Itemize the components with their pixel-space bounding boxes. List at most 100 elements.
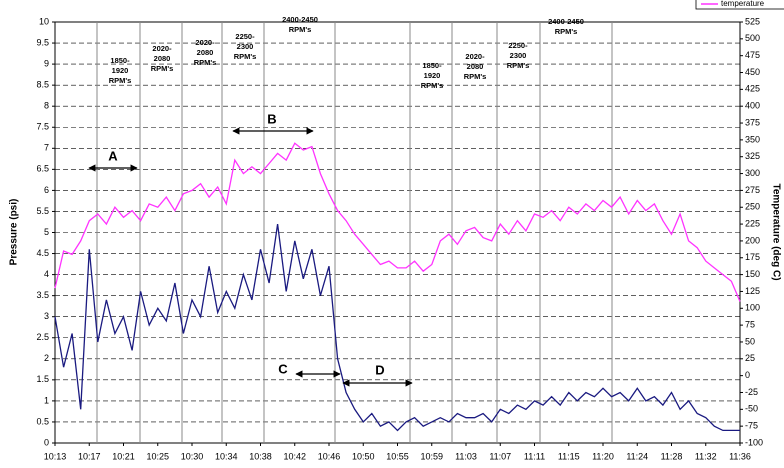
- y2-tick-label: 25: [745, 353, 755, 363]
- x-tick-label: 11:11: [524, 451, 545, 461]
- data-line: [54, 142, 741, 302]
- x-tick-label: 11:24: [626, 451, 648, 461]
- annotation: 1850-: [110, 56, 130, 65]
- x-tick-label: 10:38: [249, 451, 272, 461]
- y-tick-label: 3.5: [36, 290, 49, 300]
- annotation: RPM's: [109, 76, 132, 85]
- y-tick-label: 10: [39, 16, 49, 26]
- annotation: 1850-: [422, 61, 442, 70]
- x-tick-label: 11:32: [695, 451, 717, 461]
- x-tick-label: 10:13: [44, 451, 67, 461]
- y2-tick-label: 150: [745, 269, 760, 279]
- y-tick-label: 6.5: [36, 164, 49, 174]
- annotation: RPM's: [289, 25, 312, 34]
- annotation: 2300: [510, 51, 527, 60]
- y2-tick-label: 500: [745, 33, 760, 43]
- plot-area: [54, 21, 741, 444]
- annotation: RPM's: [555, 27, 578, 36]
- y2-tick-label: 375: [745, 117, 760, 127]
- annotation: 1920: [112, 66, 129, 75]
- y-tick-label: 7.5: [36, 122, 49, 132]
- x-tick-label: 11:15: [558, 451, 580, 461]
- y2-tick-label: 475: [745, 50, 760, 60]
- y-tick-label: 4: [44, 269, 49, 279]
- x-tick-label: 10:17: [78, 451, 101, 461]
- x-tick-label: 10:59: [420, 451, 443, 461]
- x-tick-label: 10:46: [318, 451, 341, 461]
- annotation: 2400-2450: [548, 17, 584, 26]
- y2-tick-label: 300: [745, 168, 760, 178]
- x-tick-label: 10:30: [181, 451, 204, 461]
- annotation: 2300: [237, 42, 254, 51]
- x-tick-label: 10:21: [112, 451, 135, 461]
- x-tick-label: 10:25: [146, 451, 169, 461]
- annotation: 2020-: [195, 38, 215, 47]
- annotation: RPM's: [194, 58, 217, 67]
- annotation: 2080: [154, 54, 171, 63]
- y-axis-label: Pressure (psi): [9, 199, 20, 266]
- x-tick-label: 10:42: [283, 451, 306, 461]
- y-tick-label: 3: [44, 311, 49, 321]
- y-tick-label: 8: [44, 101, 49, 111]
- y2-tick-label: 100: [745, 303, 760, 313]
- y-tick-label: 5.5: [36, 206, 49, 216]
- y-tick-label: 2: [44, 353, 49, 363]
- y-tick-label: 4.5: [36, 248, 49, 258]
- y-tick-label: 8.5: [36, 80, 49, 90]
- annotation: 2080: [197, 48, 214, 57]
- y-tick-label: 7: [44, 143, 49, 153]
- y2-tick-label: 125: [745, 286, 760, 296]
- marker-label: C: [278, 361, 288, 376]
- annotation: RPM's: [234, 52, 257, 61]
- annotation: 2020-: [152, 44, 172, 53]
- y-tick-label: 2.5: [36, 332, 49, 342]
- y2-tick-label: -100: [745, 437, 763, 447]
- y-tick-label: 1.5: [36, 374, 49, 384]
- legend-box: [695, 0, 784, 10]
- marker-label: A: [108, 148, 118, 163]
- y2-tick-label: 0: [745, 370, 750, 380]
- y2-tick-label: 400: [745, 101, 760, 111]
- annotation: 2080: [467, 62, 484, 71]
- x-tick-label: 10:50: [352, 451, 375, 461]
- y-tick-label: 5: [44, 227, 49, 237]
- y2-tick-label: -50: [745, 404, 758, 414]
- marker-label: B: [267, 111, 276, 126]
- annotation: 2250-: [508, 41, 528, 50]
- annotation: RPM's: [421, 81, 444, 90]
- legend-label: temperature: [721, 0, 765, 8]
- annotation: 2250-: [235, 32, 255, 41]
- y2-tick-label: 525: [745, 16, 760, 26]
- y-tick-label: 0: [44, 437, 49, 447]
- y-tick-label: 1: [44, 395, 49, 405]
- y2-tick-label: -25: [745, 387, 758, 397]
- y-tick-label: 0.5: [36, 416, 49, 426]
- annotation: 2400-2450: [282, 15, 318, 24]
- y2-tick-label: -75: [745, 421, 758, 431]
- x-tick-label: 11:03: [455, 451, 477, 461]
- y2-tick-label: 275: [745, 185, 760, 195]
- y2-tick-label: 250: [745, 202, 760, 212]
- annotation: 1920: [424, 71, 441, 80]
- x-tick-label: 10:55: [386, 451, 409, 461]
- y2-tick-label: 450: [745, 67, 760, 77]
- x-tick-label: 11:36: [729, 451, 751, 461]
- y2-tick-label: 325: [745, 151, 760, 161]
- annotation: 2020-: [465, 52, 485, 61]
- y2-tick-label: 350: [745, 134, 760, 144]
- y-tick-label: 9.5: [36, 37, 49, 47]
- x-tick-label: 10:34: [215, 451, 238, 461]
- marker-label: D: [375, 362, 384, 377]
- annotation: RPM's: [464, 72, 487, 81]
- x-tick-label: 11:07: [489, 451, 511, 461]
- y2-tick-label: 225: [745, 218, 760, 228]
- y2-tick-label: 175: [745, 252, 760, 262]
- annotation: RPM's: [507, 61, 530, 70]
- y2-tick-label: 75: [745, 319, 755, 329]
- y-tick-label: 6: [44, 185, 49, 195]
- y2-tick-label: 425: [745, 84, 760, 94]
- y-tick-label: 9: [44, 58, 49, 68]
- y2-axis-label: Temperature (deg C): [770, 183, 781, 280]
- y2-tick-label: 50: [745, 336, 755, 346]
